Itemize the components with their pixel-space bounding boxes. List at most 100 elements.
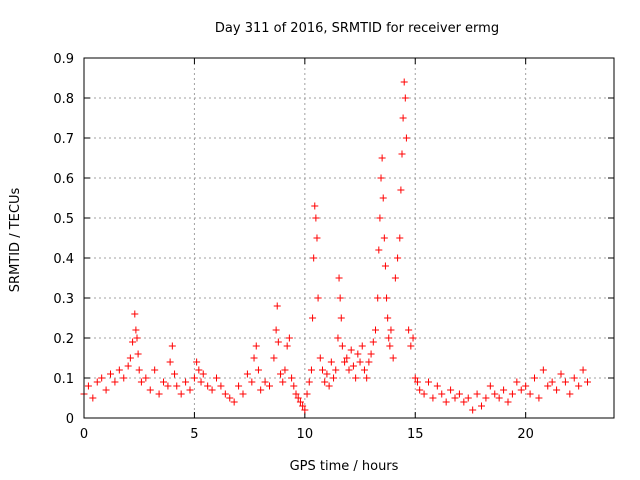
- data-point: [381, 262, 389, 270]
- data-point: [508, 390, 516, 398]
- data-point: [345, 366, 353, 374]
- data-point: [413, 378, 421, 386]
- y-axis-label: SRMTID / TECUs: [8, 188, 23, 293]
- data-point: [272, 326, 280, 334]
- data-point: [132, 326, 140, 334]
- plot-frame: [83, 57, 615, 419]
- grid: [84, 58, 614, 418]
- data-point: [283, 342, 291, 350]
- y-tick-label: 0.4: [53, 252, 74, 267]
- data-point: [482, 394, 490, 402]
- data-point: [111, 378, 119, 386]
- data-point: [208, 386, 216, 394]
- axis-ticks: 0 0.1 0.2 0.3 0.4 0.5 0.6 0.7 0.8 0.9 0 5 10 15 20: [53, 52, 614, 442]
- data-point: [235, 382, 243, 390]
- data-point: [338, 342, 346, 350]
- data-point: [151, 366, 159, 374]
- data-point: [495, 394, 503, 402]
- data-point: [254, 366, 262, 374]
- data-point: [429, 394, 437, 402]
- data-point: [407, 342, 415, 350]
- data-point: [313, 234, 321, 242]
- data-point: [356, 358, 364, 366]
- x-tick-label: 20: [517, 427, 534, 442]
- data-point: [416, 386, 424, 394]
- data-point: [369, 338, 377, 346]
- chart-title: Day 311 of 2016, SRMTID for receiver erm…: [215, 21, 499, 36]
- data-point: [349, 362, 357, 370]
- data-point: [531, 374, 538, 382]
- data-point: [217, 382, 225, 390]
- data-point: [250, 354, 258, 362]
- data-point: [285, 334, 293, 342]
- data-point: [375, 246, 383, 254]
- data-point: [124, 362, 132, 370]
- data-point: [451, 394, 459, 402]
- data-point: [273, 302, 281, 310]
- data-point: [378, 154, 386, 162]
- data-point: [504, 398, 512, 406]
- data-point: [311, 202, 319, 210]
- data-point: [332, 366, 340, 374]
- data-point: [420, 390, 428, 398]
- data-point: [292, 390, 300, 398]
- data-point: [387, 326, 395, 334]
- data-point: [129, 338, 137, 346]
- data-point: [384, 314, 392, 322]
- data-point: [405, 326, 413, 334]
- data-point: [107, 370, 114, 378]
- data-point: [399, 114, 407, 122]
- data-point: [553, 386, 561, 394]
- data-point: [409, 334, 417, 342]
- data-point: [177, 390, 185, 398]
- data-point: [277, 370, 285, 378]
- data-point: [367, 350, 375, 358]
- data-point: [561, 378, 569, 386]
- y-tick-label: 0.7: [53, 132, 74, 147]
- data-point: [386, 342, 394, 350]
- data-point: [513, 378, 521, 386]
- data-point: [334, 334, 342, 342]
- data-point: [309, 314, 317, 322]
- data-point: [379, 194, 387, 202]
- data-point: [473, 390, 481, 398]
- data-point: [372, 326, 379, 334]
- data-point: [438, 390, 446, 398]
- data-point: [337, 314, 345, 322]
- data-point: [115, 366, 123, 374]
- data-point: [93, 378, 101, 386]
- data-point: [354, 350, 362, 358]
- data-point: [325, 382, 333, 390]
- data-point: [120, 374, 128, 382]
- data-point: [301, 406, 309, 414]
- data-point: [243, 370, 251, 378]
- data-point: [160, 378, 167, 386]
- data-point: [131, 310, 139, 318]
- data-point: [455, 390, 463, 398]
- data-point: [330, 374, 338, 382]
- data-point: [365, 358, 373, 366]
- data-point: [319, 366, 326, 374]
- data-point: [299, 402, 307, 410]
- data-point: [89, 394, 97, 402]
- data-point: [389, 354, 397, 362]
- data-point: [335, 274, 343, 282]
- y-tick-label: 0.9: [53, 52, 74, 67]
- data-point: [290, 382, 298, 390]
- data-point: [522, 382, 530, 390]
- data-point: [204, 382, 212, 390]
- data-point: [137, 378, 145, 386]
- data-point: [279, 378, 287, 386]
- data-point: [226, 394, 234, 402]
- data-point: [98, 374, 106, 382]
- data-point: [557, 370, 565, 378]
- data-point: [460, 398, 468, 406]
- data-point: [327, 358, 335, 366]
- data-point: [164, 382, 172, 390]
- data-point: [402, 134, 410, 142]
- y-tick-label: 0.1: [53, 372, 74, 387]
- data-point: [380, 234, 388, 242]
- data-point: [102, 386, 110, 394]
- data-point: [401, 94, 409, 102]
